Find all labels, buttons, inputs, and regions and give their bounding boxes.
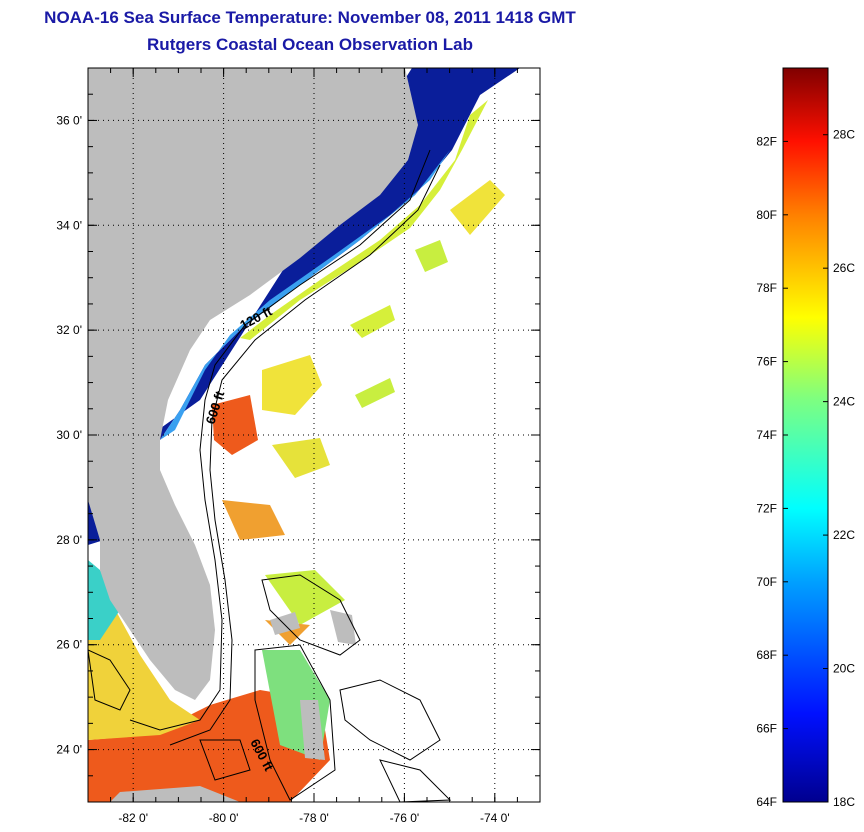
lat-tick-label: 36 0': [56, 113, 82, 127]
colorbar-c-label: 26C: [833, 261, 855, 275]
cuba-fragment: [110, 786, 240, 802]
contour-bahamas: [379, 759, 452, 802]
map-title: NOAA-16 Sea Surface Temperature: Novembe…: [44, 8, 576, 27]
florida-straits-warm: [88, 690, 330, 802]
contour-bahamas: [199, 739, 251, 781]
warm-patch: [415, 240, 448, 272]
lat-tick-label: 24 0': [56, 743, 82, 757]
bahamas-island: [330, 610, 356, 645]
colorbar-f-label: 72F: [756, 501, 777, 515]
colorbar-c-label: 28C: [833, 128, 855, 142]
colorbar-f-label: 78F: [756, 281, 777, 295]
warm-patch: [212, 395, 258, 455]
cold-coastal-band: [88, 68, 520, 510]
colorbar-c-label: 20C: [833, 662, 855, 676]
graticule: [88, 68, 540, 802]
lon-tick-label: -80 0': [209, 811, 239, 825]
lat-tick-label: 34 0': [56, 218, 82, 232]
warm-patch: [265, 570, 345, 625]
lon-tick-label: -82 0': [118, 811, 148, 825]
colorbar-f-label: 82F: [756, 134, 777, 148]
lat-tick-label: 32 0': [56, 323, 82, 337]
warm-patch: [355, 378, 395, 408]
contour-bahamas: [254, 644, 336, 801]
gulf-teal: [88, 560, 120, 640]
colorbar-f-label: 76F: [756, 355, 777, 369]
lon-tick-label: -76 0': [390, 811, 420, 825]
warm-patch: [262, 355, 322, 415]
lat-tick-label: 30 0': [56, 428, 82, 442]
colorbar-celsius-labels: 18C 20C 22C 24C 26C 28C: [823, 128, 855, 809]
lon-tick-label: -78 0': [299, 811, 329, 825]
colorbar-f-label: 70F: [756, 575, 777, 589]
warm-patch: [272, 438, 330, 478]
colorbar-f-label: 66F: [756, 722, 777, 736]
lon-tick-label: -74 0': [480, 811, 510, 825]
gulf-warm: [88, 580, 200, 740]
colorbar-f-label: 64F: [756, 795, 777, 809]
contour-bahamas: [339, 679, 441, 761]
colorbar-fahrenheit-labels: 64F 66F 68F 70F 72F 74F 76F 78F 80F 82F: [756, 134, 788, 809]
map-frame: [87, 67, 541, 803]
contour-bahamas: [261, 574, 361, 656]
contour-600ft: [169, 164, 441, 746]
axis-ticks: [87, 67, 541, 803]
colorbar-f-label: 80F: [756, 208, 777, 222]
lat-tick-label: 28 0': [56, 533, 82, 547]
colorbar-f-label: 74F: [756, 428, 777, 442]
colorbar-c-label: 22C: [833, 528, 855, 542]
warm-patch: [350, 305, 395, 338]
colorbar-f-label: 68F: [756, 648, 777, 662]
colorbar-c-label: 18C: [833, 795, 855, 809]
map-subtitle: Rutgers Coastal Ocean Observation Lab: [147, 35, 473, 54]
bahamas-island: [300, 700, 325, 760]
colorbar: [782, 67, 829, 803]
contour-gulf: [88, 649, 131, 711]
us-southeast-land: [88, 68, 418, 700]
warm-patch: [450, 180, 505, 235]
lat-tick-label: 26 0': [56, 638, 82, 652]
contour-120ft: [129, 149, 431, 731]
colorbar-c-label: 24C: [833, 395, 855, 409]
longitude-labels: -82 0' -80 0' -78 0' -76 0' -74 0': [118, 811, 509, 825]
depth-contours: [88, 149, 452, 802]
warm-patch: [222, 500, 285, 540]
latitude-labels: 24 0' 26 0' 28 0' 30 0' 32 0' 34 0' 36 0': [56, 113, 82, 756]
